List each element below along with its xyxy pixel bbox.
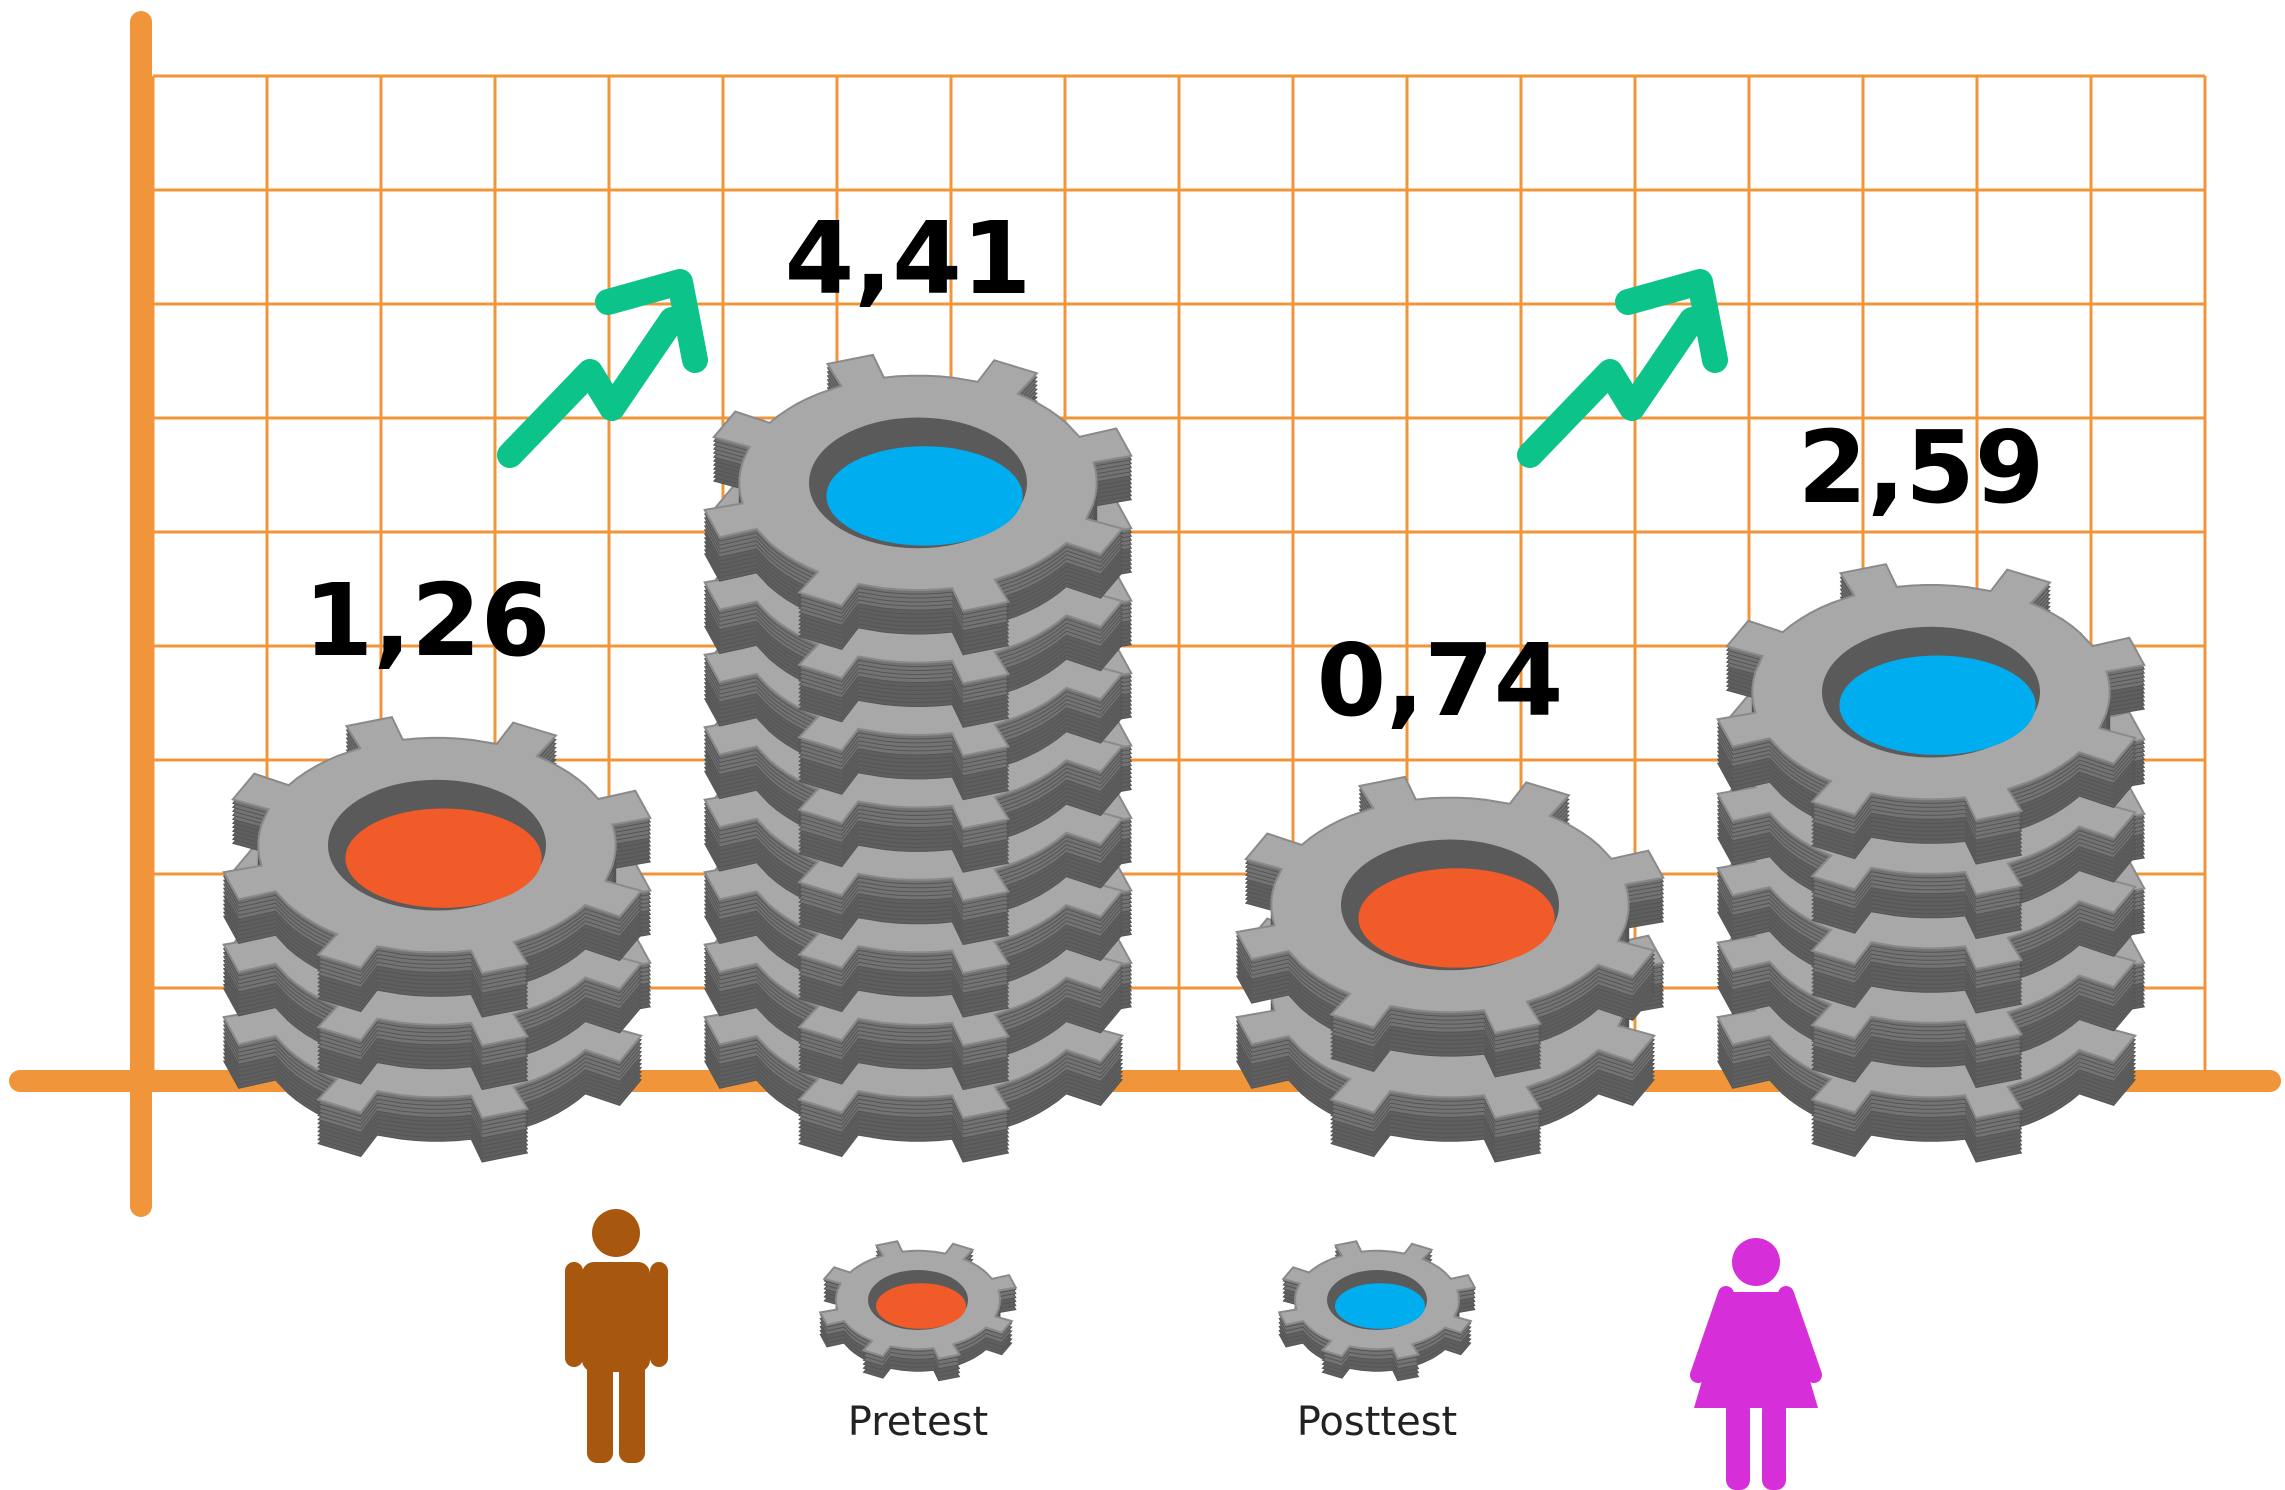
trend-arrow [497, 269, 708, 468]
gear-stack [222, 715, 652, 1163]
legend-label: Posttest [1297, 1399, 1458, 1445]
marks: 1,26 0,74 4,41 2,59 [222, 200, 2146, 1163]
gear-fill [1839, 655, 2036, 755]
gear-fill [1335, 1283, 1425, 1329]
value-label: 2,59 [1798, 409, 2045, 526]
gear-stack [1235, 775, 1665, 1163]
female-icon [1690, 1238, 1822, 1490]
gear-fill [826, 446, 1023, 546]
value-label: 4,41 [785, 200, 1032, 317]
value-label: 1,26 [304, 562, 551, 679]
male-icon [565, 1209, 668, 1463]
trend-arrow [1517, 269, 1728, 468]
value-label: 0,74 [1317, 622, 1564, 739]
gear-fill [1358, 868, 1555, 968]
gear-stack [1716, 563, 2146, 1163]
legend-label: Pretest [848, 1399, 988, 1445]
gear-stack [703, 353, 1133, 1163]
legend: Pretest Posttest [818, 1240, 1477, 1445]
gear-fill [345, 808, 542, 908]
gear-fill [876, 1283, 966, 1329]
